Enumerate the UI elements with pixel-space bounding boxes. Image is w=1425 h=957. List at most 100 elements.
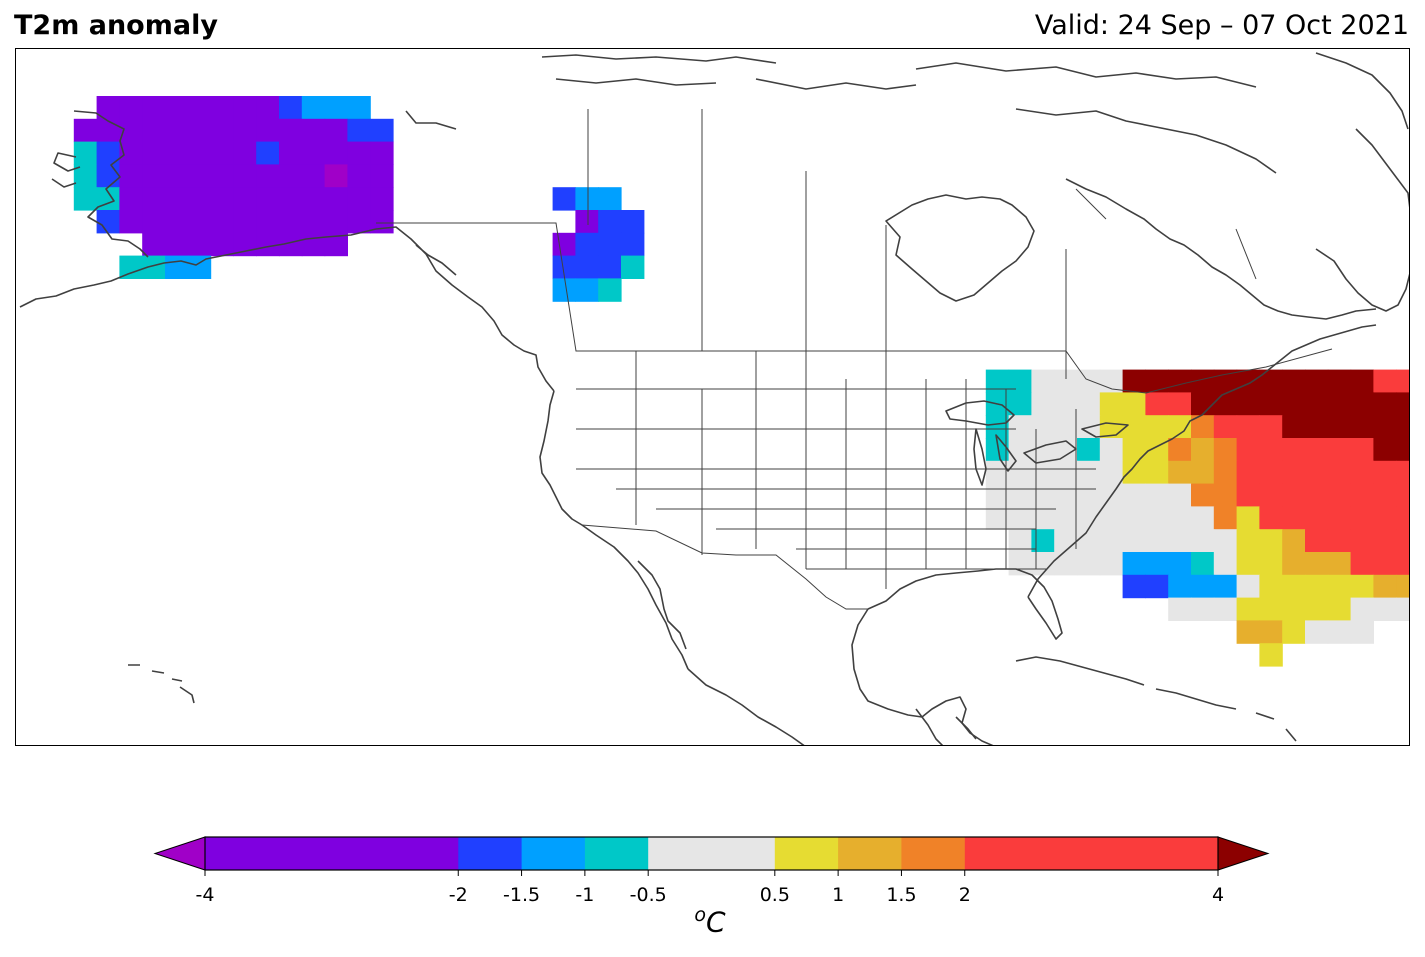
anomaly-cell: [1282, 597, 1306, 621]
anomaly-cell: [1054, 552, 1078, 576]
anomaly-cell: [1077, 506, 1101, 530]
colorbar-segment: [648, 837, 776, 870]
anomaly-cell: [324, 210, 348, 234]
anomaly-cell: [1213, 529, 1238, 553]
anomaly-cell: [1327, 460, 1352, 485]
anomaly-cell: [985, 369, 1010, 393]
anomaly-cell: [1327, 415, 1352, 439]
anomaly-cell: [256, 232, 280, 257]
canada-provinces: [587, 109, 1257, 379]
anomaly-cell: [1350, 529, 1374, 553]
anomaly-cell: [1305, 415, 1329, 439]
anomaly-cell: [1236, 460, 1260, 485]
anomaly-cell: [279, 187, 303, 211]
anomaly-cell: [1122, 574, 1146, 599]
anomaly-cell: [1259, 460, 1283, 485]
anomaly-cell: [1031, 415, 1055, 439]
anomaly-cell: [1396, 460, 1409, 485]
anomaly-cell: [1054, 369, 1078, 393]
us-canada-border: [376, 222, 1333, 394]
anomaly-cell: [96, 210, 120, 234]
colorbar-tick-label: 1: [832, 884, 845, 906]
anomaly-cell: [73, 164, 98, 188]
colorbar-segment: [458, 837, 523, 870]
anomaly-cell: [1236, 506, 1260, 530]
anomaly-cell: [301, 232, 326, 257]
anomaly-cell: [165, 255, 189, 279]
anomaly-cell: [1396, 574, 1409, 599]
anomaly-cell: [1168, 415, 1192, 439]
anomaly-cell: [1350, 392, 1374, 416]
hudson-bay: [885, 194, 1035, 302]
anomaly-cell: [1373, 506, 1397, 530]
anomaly-cell: [256, 187, 280, 211]
anomaly-cell: [1327, 529, 1352, 553]
anomaly-cell: [1031, 506, 1055, 530]
anomaly-cell: [1145, 574, 1169, 599]
newfoundland: [1315, 248, 1409, 312]
anomaly-cell: [119, 96, 143, 120]
anomaly-cell: [1396, 392, 1409, 416]
anomaly-cell: [1396, 483, 1409, 507]
anomaly-cell: [1168, 574, 1192, 599]
anomaly-cell: [1191, 529, 1215, 553]
anomaly-cell: [1099, 392, 1124, 416]
anomaly-cell: [552, 232, 576, 257]
anomaly-cell: [621, 255, 645, 279]
anomaly-cell: [1259, 483, 1283, 507]
anomaly-cell: [575, 210, 599, 234]
anomaly-cell: [1305, 506, 1329, 530]
anomaly-cell: [301, 118, 326, 143]
anomaly-cell: [1168, 460, 1192, 485]
colorbar-segment: [584, 837, 649, 870]
anomaly-cell: [1008, 460, 1032, 485]
hawaii: [128, 664, 195, 704]
anomaly-cell: [1236, 552, 1260, 576]
anomaly-cell: [1122, 529, 1146, 553]
anomaly-cell: [1373, 597, 1397, 621]
anomaly-cell: [1077, 392, 1101, 416]
anomaly-cell: [324, 118, 348, 143]
anomaly-cell: [1077, 529, 1101, 553]
anomaly-cell: [1373, 483, 1397, 507]
anomaly-cell: [1145, 460, 1169, 485]
anomaly-cell: [1236, 438, 1260, 462]
anomaly-cell: [1077, 460, 1101, 485]
anomaly-cell: [1373, 438, 1397, 462]
anomaly-cell: [119, 118, 143, 143]
anomaly-cell: [1145, 506, 1169, 530]
anomaly-cell: [370, 164, 394, 188]
anomaly-cell: [1305, 529, 1329, 553]
valid-period: Valid: 24 Sep – 07 Oct 2021: [1034, 10, 1409, 41]
anomaly-cell: [1350, 415, 1374, 439]
anomaly-cell: [1031, 529, 1055, 553]
anomaly-cell: [1168, 506, 1192, 530]
anomaly-cell: [96, 118, 120, 143]
anomaly-cell: [1305, 460, 1329, 485]
anomaly-cell: [301, 141, 326, 165]
anomaly-cell: [187, 96, 212, 120]
anomaly-cell: [1054, 415, 1078, 439]
caribbean: [1015, 656, 1297, 742]
anomaly-cell: [1305, 392, 1329, 416]
anomaly-cell: [1305, 597, 1329, 621]
anomaly-cell: [1259, 620, 1283, 644]
anomaly-cell: [1350, 506, 1374, 530]
anomaly-cell: [96, 187, 120, 211]
anomaly-cell: [1373, 415, 1397, 439]
anomaly-cell: [1099, 529, 1124, 553]
anomaly-cell: [1168, 529, 1192, 553]
colorbar-tick-label: -1.5: [503, 884, 541, 906]
anomaly-cell: [1031, 392, 1055, 416]
anomaly-cell: [1396, 415, 1409, 439]
anomaly-cell: [1145, 552, 1169, 576]
anomaly-cell: [1191, 460, 1215, 485]
political-borders: [376, 109, 1333, 610]
anomaly-cell: [1396, 529, 1409, 553]
anomaly-cell: [1008, 438, 1032, 462]
anomaly-cell: [1327, 574, 1352, 599]
anomaly-cell: [347, 118, 371, 143]
anomaly-cell: [187, 210, 212, 234]
anomaly-cell: [1191, 415, 1215, 439]
anomaly-cell: [142, 187, 166, 211]
